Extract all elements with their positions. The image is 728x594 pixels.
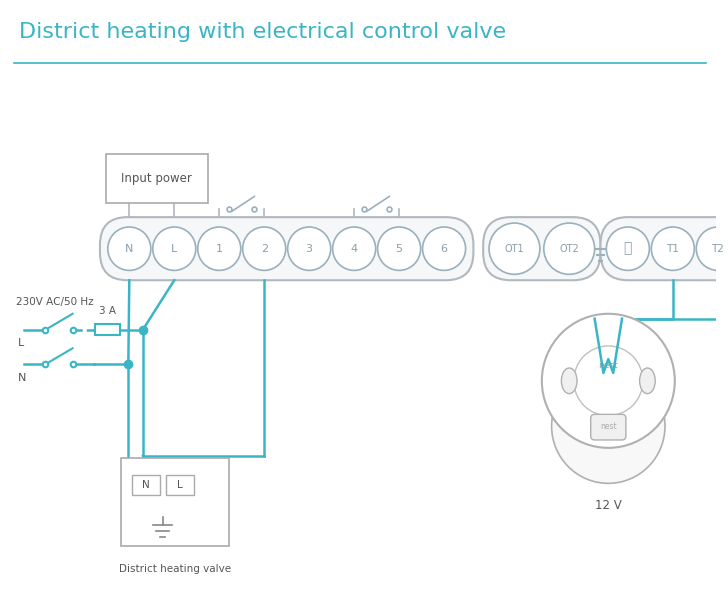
- Circle shape: [198, 227, 241, 270]
- FancyBboxPatch shape: [167, 475, 194, 495]
- Text: L: L: [18, 339, 24, 348]
- Text: L: L: [177, 481, 183, 490]
- Text: District heating with electrical control valve: District heating with electrical control…: [19, 22, 506, 42]
- Circle shape: [544, 223, 595, 274]
- Text: nest: nest: [600, 422, 617, 431]
- Circle shape: [378, 227, 421, 270]
- Ellipse shape: [561, 368, 577, 394]
- Text: OT2: OT2: [559, 244, 579, 254]
- Text: nest: nest: [598, 361, 618, 369]
- Text: 6: 6: [440, 244, 448, 254]
- Text: OT1: OT1: [505, 244, 524, 254]
- Text: 5: 5: [395, 244, 403, 254]
- FancyBboxPatch shape: [106, 154, 207, 203]
- Ellipse shape: [640, 368, 655, 394]
- Circle shape: [108, 227, 151, 270]
- Circle shape: [652, 227, 695, 270]
- Text: T2: T2: [711, 244, 724, 254]
- Text: N: N: [18, 373, 26, 383]
- Text: 1: 1: [215, 244, 223, 254]
- FancyBboxPatch shape: [95, 324, 121, 335]
- Text: ⏚: ⏚: [624, 242, 632, 255]
- Text: T1: T1: [666, 244, 679, 254]
- Circle shape: [333, 227, 376, 270]
- FancyBboxPatch shape: [100, 217, 473, 280]
- Circle shape: [422, 227, 466, 270]
- Circle shape: [153, 227, 196, 270]
- Text: N: N: [125, 244, 133, 254]
- FancyBboxPatch shape: [132, 475, 159, 495]
- Text: L: L: [171, 244, 178, 254]
- Text: Input power: Input power: [122, 172, 192, 185]
- Circle shape: [242, 227, 285, 270]
- Circle shape: [696, 227, 728, 270]
- FancyBboxPatch shape: [483, 217, 601, 280]
- FancyBboxPatch shape: [590, 415, 626, 440]
- Text: District heating valve: District heating valve: [119, 564, 232, 574]
- Circle shape: [606, 227, 649, 270]
- Text: 2: 2: [261, 244, 268, 254]
- Circle shape: [552, 369, 665, 484]
- Circle shape: [542, 314, 675, 448]
- Circle shape: [489, 223, 540, 274]
- Text: 12 V: 12 V: [595, 499, 622, 512]
- FancyBboxPatch shape: [122, 458, 229, 546]
- FancyBboxPatch shape: [601, 217, 728, 280]
- Text: N: N: [142, 481, 150, 490]
- Text: 4: 4: [351, 244, 357, 254]
- Circle shape: [288, 227, 331, 270]
- Text: 3 A: 3 A: [99, 306, 116, 316]
- Text: 3: 3: [306, 244, 312, 254]
- Text: 230V AC/50 Hz: 230V AC/50 Hz: [16, 297, 93, 307]
